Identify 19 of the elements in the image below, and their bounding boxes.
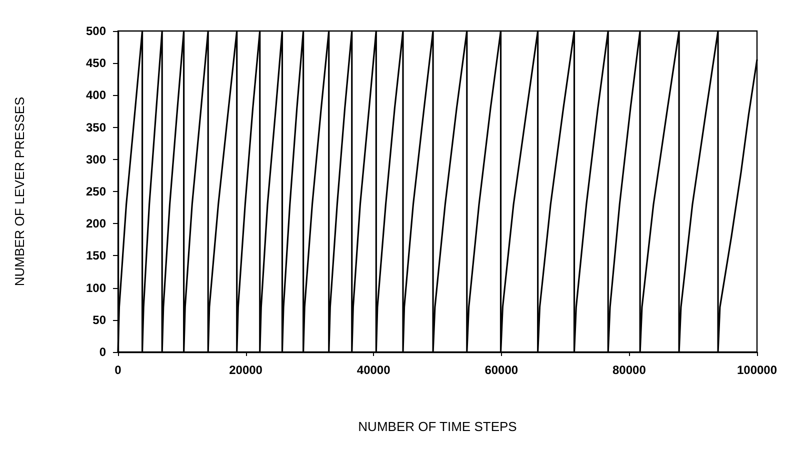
y-axis-title: NUMBER OF LEVER PRESSES [12, 96, 27, 286]
y-tick-label: 400 [86, 88, 106, 102]
x-tick-label: 0 [114, 363, 122, 377]
x-tick-label: 20000 [229, 363, 263, 377]
y-tick-label: 150 [86, 248, 106, 263]
y-tick-label: 300 [86, 152, 106, 166]
y-tick-label: 500 [86, 24, 106, 38]
y-tick-label: 100 [86, 280, 106, 295]
y-tick-label: 50 [92, 312, 106, 327]
x-tick-label: 60000 [484, 363, 518, 377]
y-tick-label: 200 [86, 216, 106, 231]
x-tick-label: 40000 [356, 363, 391, 377]
y-tick-label: 0 [99, 345, 106, 359]
x-tick-label: 80000 [612, 363, 646, 377]
x-axis-title: NUMBER OF TIME STEPS [358, 419, 518, 434]
x-tick-label: 100000 [736, 363, 778, 377]
y-tick-label: 250 [86, 184, 106, 198]
y-tick-label: 350 [86, 120, 106, 134]
y-tick-label: 450 [86, 56, 106, 70]
